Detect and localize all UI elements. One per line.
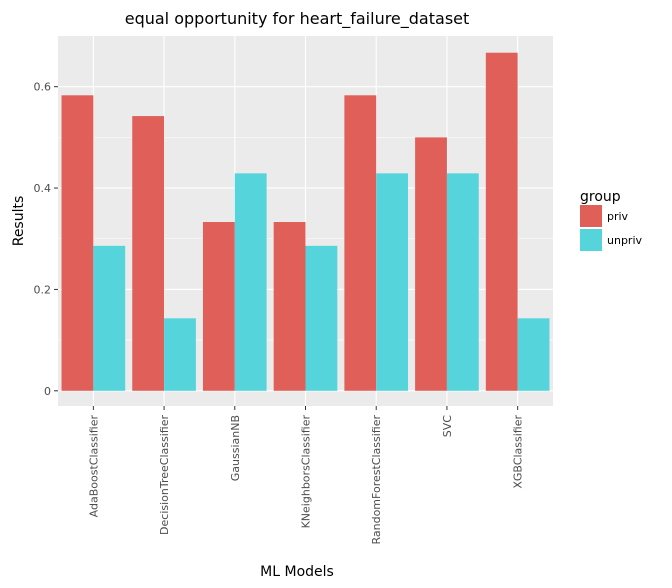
bar-priv-KNeighborsClassifier bbox=[273, 222, 306, 391]
chart-title: equal opportunity for heart_failure_data… bbox=[125, 9, 470, 29]
legend-key-unpriv bbox=[580, 229, 602, 251]
y-tick-label: 0.4 bbox=[34, 182, 52, 195]
y-tick-label: 0.6 bbox=[34, 81, 52, 94]
x-axis-title: ML Models bbox=[260, 564, 334, 580]
bar-unpriv-AdaBoostClassifier bbox=[93, 245, 126, 391]
bar-priv-XGBClassifier bbox=[485, 52, 518, 391]
bar-priv-RandomForestClassifier bbox=[344, 95, 377, 391]
legend-label-priv: priv bbox=[607, 210, 629, 223]
legend-key-priv bbox=[580, 205, 602, 227]
legend: group priv unpriv bbox=[580, 189, 643, 251]
bar-unpriv-RandomForestClassifier bbox=[376, 173, 409, 391]
bar-priv-SVC bbox=[415, 137, 447, 391]
bar-priv-AdaBoostClassifier bbox=[61, 95, 94, 391]
y-axis-title: Results bbox=[11, 196, 27, 247]
legend-label-unpriv: unpriv bbox=[607, 234, 643, 247]
x-tick-label: AdaBoostClassifier bbox=[87, 415, 100, 518]
x-tick-label: SVC bbox=[441, 415, 454, 438]
x-tick-label: GaussianNB bbox=[229, 415, 242, 481]
bar-unpriv-KNeighborsClassifier bbox=[305, 245, 338, 391]
x-tick-label: DecisionTreeClassifier bbox=[158, 415, 171, 535]
x-axis: AdaBoostClassifier DecisionTreeClassifier… bbox=[87, 406, 525, 545]
bar-priv-GaussianNB bbox=[202, 222, 235, 391]
y-tick-label: 0.2 bbox=[34, 283, 52, 296]
y-tick-label: 0 bbox=[44, 385, 51, 398]
y-axis: 0 0.2 0.4 0.6 bbox=[34, 81, 58, 398]
x-tick-label: KNeighborsClassifier bbox=[300, 415, 313, 529]
bar-unpriv-XGBClassifier bbox=[517, 318, 550, 391]
bar-priv-DecisionTreeClassifier bbox=[132, 116, 165, 391]
x-tick-label: RandomForestClassifier bbox=[370, 415, 383, 545]
bar-unpriv-SVC bbox=[446, 173, 479, 391]
bars-layer bbox=[61, 52, 550, 391]
bar-unpriv-DecisionTreeClassifier bbox=[164, 318, 196, 391]
x-tick-label: XGBClassifier bbox=[512, 415, 525, 489]
legend-title: group bbox=[580, 189, 621, 205]
bar-unpriv-GaussianNB bbox=[234, 173, 267, 391]
